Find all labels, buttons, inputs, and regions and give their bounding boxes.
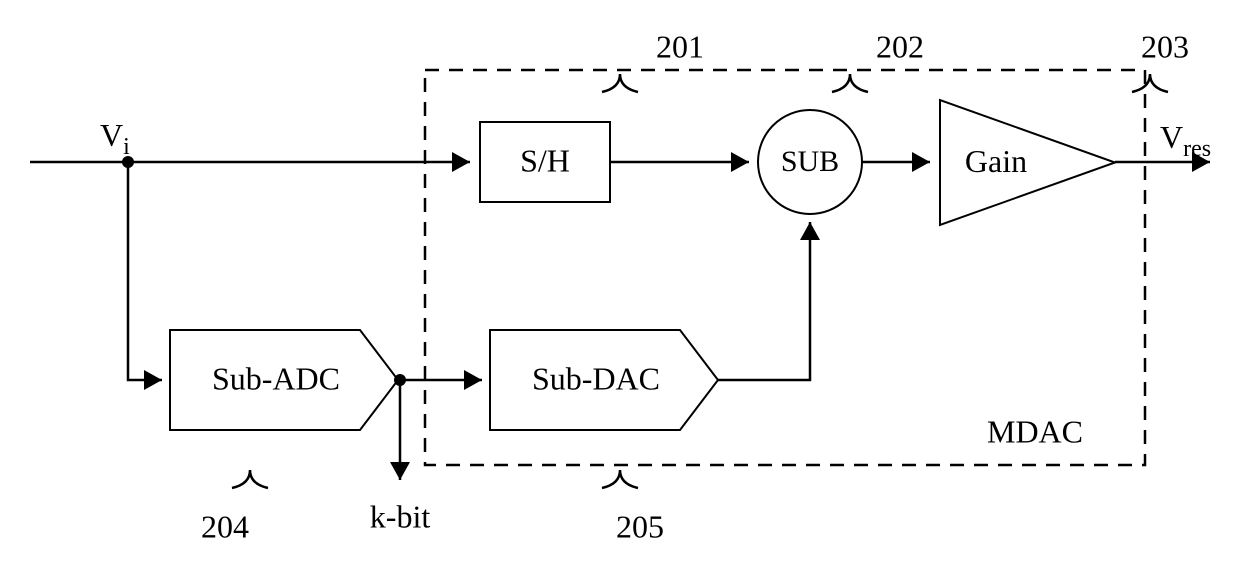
- svg-text:Sub-ADC: Sub-ADC: [212, 360, 340, 396]
- svg-text:201: 201: [656, 28, 704, 64]
- svg-text:SUB: SUB: [781, 145, 839, 178]
- svg-text:Sub-DAC: Sub-DAC: [532, 360, 660, 396]
- svg-text:Vres: Vres: [1160, 119, 1211, 162]
- svg-text:Vi: Vi: [100, 117, 130, 160]
- svg-text:S/H: S/H: [520, 142, 570, 178]
- mdac-pipeline-stage-diagram: S/H SUB Gain Sub-ADC Sub-DAC Vi Vres k-bit MDAC 2…: [0, 0, 1240, 562]
- svg-text:203: 203: [1141, 28, 1189, 64]
- svg-text:Gain: Gain: [965, 143, 1027, 179]
- svg-text:MDAC: MDAC: [987, 413, 1083, 449]
- svg-text:202: 202: [876, 28, 924, 64]
- svg-text:204: 204: [201, 508, 249, 544]
- svg-text:k-bit: k-bit: [370, 498, 431, 534]
- svg-text:205: 205: [616, 508, 664, 544]
